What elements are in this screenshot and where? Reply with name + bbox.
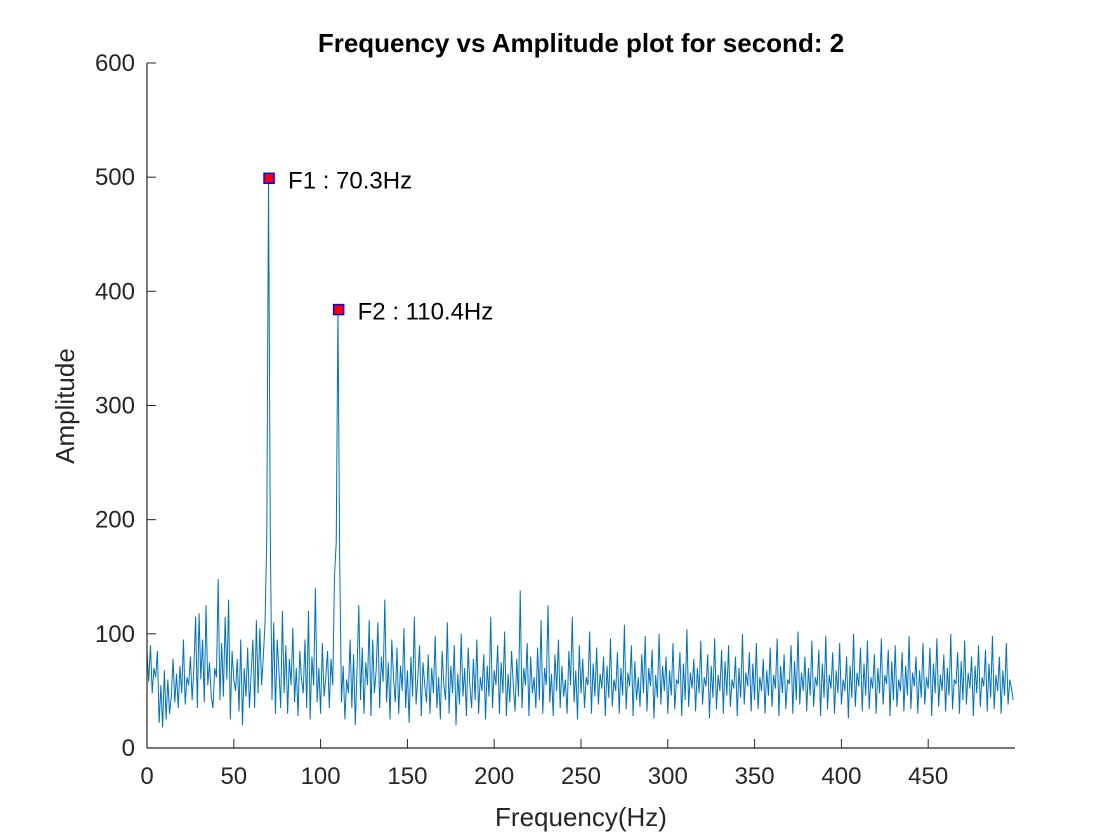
y-tick-label: 600 — [95, 50, 135, 77]
peak-marker-2 — [332, 303, 345, 316]
x-tick-label: 50 — [220, 763, 247, 790]
y-axis-label: Amplitude — [50, 348, 80, 464]
peak-label-1: F1 : 70.3Hz — [288, 167, 412, 194]
x-tick-label: 100 — [301, 763, 341, 790]
x-tick-label: 400 — [821, 763, 861, 790]
y-axis-ticks: 0 100 200 300 400 500 600 — [95, 50, 156, 762]
x-tick-label: 0 — [140, 763, 153, 790]
x-tick-label: 300 — [648, 763, 688, 790]
y-tick-label: 200 — [95, 507, 135, 534]
y-tick-label: 300 — [95, 393, 135, 420]
x-axis-label: Frequency(Hz) — [495, 802, 667, 832]
x-tick-label: 350 — [735, 763, 775, 790]
x-tick-label: 200 — [474, 763, 514, 790]
x-tick-label: 450 — [908, 763, 948, 790]
chart-title: Frequency vs Amplitude plot for second: … — [318, 28, 844, 58]
x-tick-label: 250 — [561, 763, 601, 790]
series-line-0 — [146, 178, 1014, 728]
x-tick-label: 150 — [387, 763, 427, 790]
x-axis-ticks: 0 50 100 150 200 250 300 350 400 450 — [140, 739, 948, 790]
peak-marker-1 — [263, 172, 275, 185]
peak-annotations: F1 : 70.3Hz F2 : 110.4Hz — [263, 167, 494, 326]
y-tick-label: 0 — [122, 735, 135, 762]
y-tick-label: 100 — [95, 621, 135, 648]
y-tick-label: 500 — [95, 164, 135, 191]
y-tick-label: 400 — [95, 278, 135, 305]
peak-label-2: F2 : 110.4Hz — [358, 299, 494, 326]
